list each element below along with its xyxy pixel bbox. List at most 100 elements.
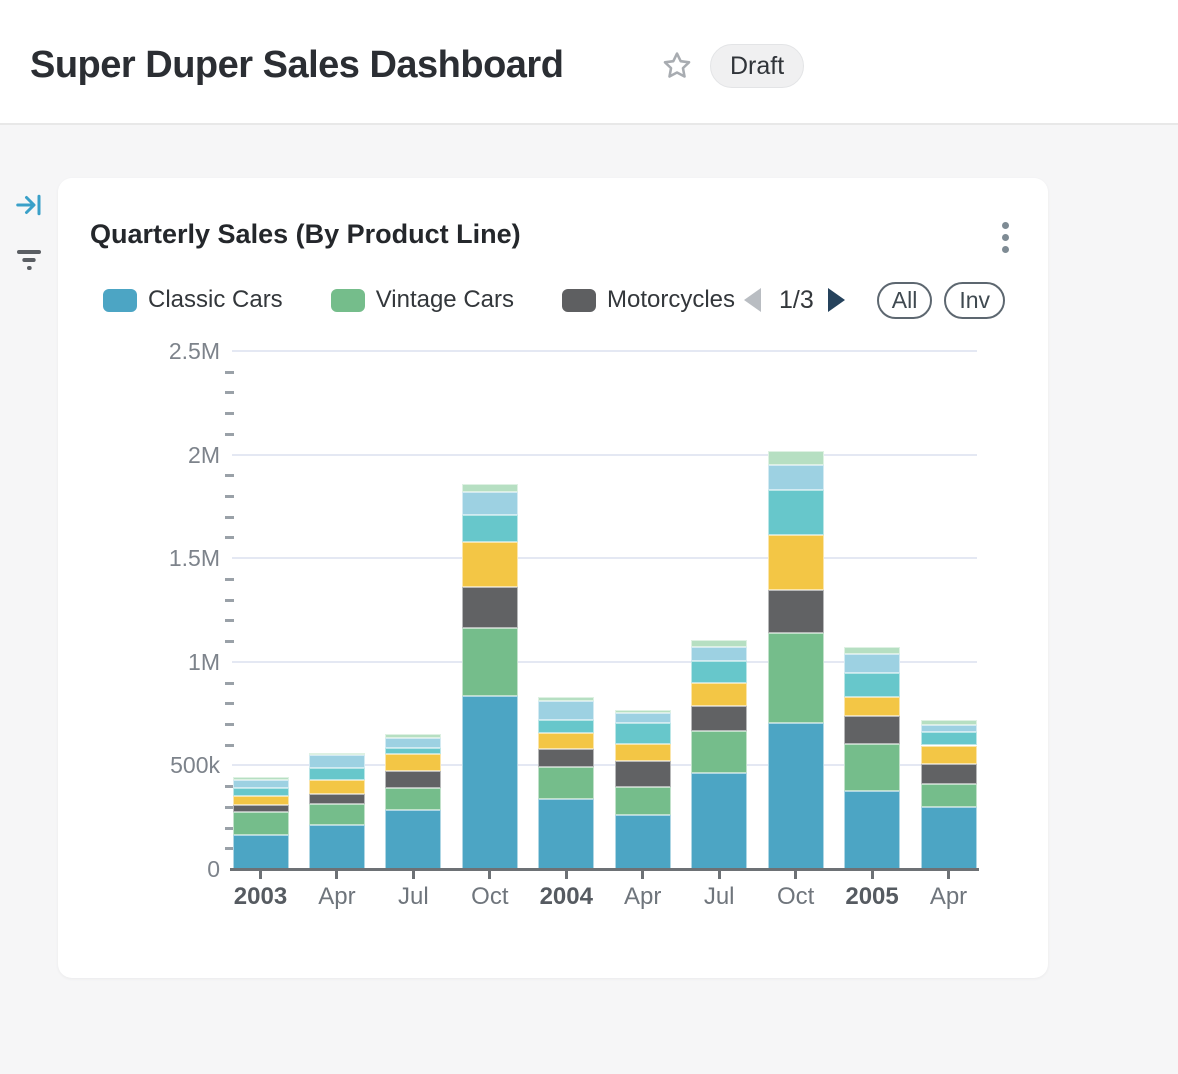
filter-icon[interactable]	[12, 241, 46, 275]
bar-segment[interactable]	[691, 661, 748, 683]
bar-segment[interactable]	[232, 779, 289, 788]
bar-segment[interactable]	[614, 787, 671, 815]
y-minor-tick	[225, 391, 234, 395]
bar-segment[interactable]	[538, 701, 595, 720]
x-axis-tick	[411, 871, 415, 879]
bar-segment[interactable]	[691, 639, 748, 647]
bar-segment[interactable]	[844, 653, 901, 673]
bar-segment[interactable]	[691, 772, 748, 869]
legend-next-arrow-icon[interactable]	[827, 288, 845, 312]
y-minor-tick	[225, 515, 234, 519]
legend-item[interactable]: Vintage Cars	[330, 286, 514, 314]
bar-segment[interactable]	[538, 799, 595, 869]
stacked-bar-chart: 0 500k 1M 1.5M 2M 2.5M 2003 Apr Jul Oct 2004 Apr Jul…	[169, 338, 979, 910]
bar-segment[interactable]	[920, 763, 977, 785]
bar-segment[interactable]	[538, 696, 595, 702]
bar-segment[interactable]	[308, 780, 365, 795]
bar-segment[interactable]	[308, 825, 365, 869]
bar-segment[interactable]	[232, 787, 289, 797]
bar-segment[interactable]	[767, 534, 824, 590]
bar-segment[interactable]	[461, 696, 518, 869]
bar-segment[interactable]	[308, 752, 365, 756]
bar-segment[interactable]	[614, 709, 671, 714]
legend-item[interactable]: Motorcycles	[562, 286, 735, 314]
bar-segment[interactable]	[461, 627, 518, 697]
bar-segment[interactable]	[538, 720, 595, 734]
bar-segment[interactable]	[461, 515, 518, 543]
bar-segment[interactable]	[614, 760, 671, 788]
bar-segment[interactable]	[461, 587, 518, 628]
legend-page-indicator: 1/3	[778, 285, 814, 314]
bar-segment[interactable]	[308, 794, 365, 805]
bar-segment[interactable]	[232, 834, 289, 869]
bar-segment[interactable]	[920, 720, 977, 726]
bar-segment[interactable]	[308, 767, 365, 781]
bar-segment[interactable]	[614, 814, 671, 869]
y-minor-tick	[225, 598, 234, 602]
x-axis-tick	[488, 871, 492, 879]
x-axis-label: 2003	[233, 883, 288, 910]
bar-segment[interactable]	[767, 632, 824, 724]
bar-segment[interactable]	[232, 812, 289, 835]
bar-segment[interactable]	[385, 753, 442, 771]
bar-segment[interactable]	[691, 682, 748, 706]
legend-prev-arrow-icon[interactable]	[743, 288, 761, 312]
x-axis-tick	[947, 871, 950, 879]
bar-segment[interactable]	[461, 484, 518, 492]
bar-segment[interactable]	[920, 806, 977, 869]
x-axis-label: 2004	[539, 883, 593, 910]
bar-segment[interactable]	[232, 796, 289, 805]
bar-segment[interactable]	[691, 646, 748, 662]
favorite-star-icon[interactable]	[660, 49, 694, 83]
bar-segment[interactable]	[461, 491, 518, 516]
bar-segment[interactable]	[767, 464, 824, 491]
bar-segment[interactable]	[385, 809, 442, 869]
bar-segment[interactable]	[385, 787, 442, 810]
bar-segment[interactable]	[920, 784, 977, 807]
bar-segment[interactable]	[920, 725, 977, 733]
bar-segment[interactable]	[844, 697, 901, 716]
bar-segment[interactable]	[461, 542, 518, 587]
all-button[interactable]: All	[876, 281, 933, 319]
bar-segment[interactable]	[538, 748, 595, 768]
bar-segment[interactable]	[767, 451, 824, 465]
bar-segment[interactable]	[232, 804, 289, 812]
bar-segment[interactable]	[920, 745, 977, 764]
bar-segment[interactable]	[308, 804, 365, 826]
bar-segment[interactable]	[767, 723, 824, 869]
bar-segment[interactable]	[844, 715, 901, 744]
y-axis-label: 2M	[188, 441, 220, 468]
bar-segment[interactable]	[920, 732, 977, 746]
legend-item[interactable]: Classic Cars	[103, 286, 283, 314]
bar-segment[interactable]	[844, 647, 901, 654]
bar-segment[interactable]	[691, 731, 748, 773]
bar-segment[interactable]	[767, 490, 824, 535]
inv-button[interactable]: Inv	[944, 281, 1005, 319]
kebab-menu-icon[interactable]	[994, 216, 1016, 258]
bar-segment[interactable]	[385, 737, 442, 748]
bar-segment[interactable]	[844, 672, 901, 697]
bar-segment[interactable]	[614, 723, 671, 745]
bar-segment[interactable]	[691, 705, 748, 732]
y-axis-label: 500k	[170, 752, 220, 779]
y-minor-tick	[225, 370, 234, 374]
collapse-panel-icon[interactable]	[12, 188, 46, 222]
x-axis-label: Jul	[703, 883, 735, 910]
x-axis-label: Apr	[624, 883, 662, 910]
y-gridline	[232, 453, 977, 456]
bar-segment[interactable]	[844, 743, 901, 792]
y-minor-tick	[225, 495, 234, 499]
bar-segment[interactable]	[385, 734, 442, 738]
bar-segment[interactable]	[385, 770, 442, 788]
x-axis-label: Oct	[776, 883, 815, 910]
bar-segment[interactable]	[844, 791, 901, 869]
bar-segment[interactable]	[308, 755, 365, 768]
y-minor-tick	[225, 722, 234, 726]
bar-segment[interactable]	[767, 589, 824, 633]
bar-segment[interactable]	[538, 733, 595, 749]
bar-segment[interactable]	[232, 777, 289, 780]
bar-segment[interactable]	[538, 767, 595, 800]
bar-segment[interactable]	[614, 744, 671, 761]
bar-segment[interactable]	[614, 713, 671, 724]
bar-segment[interactable]	[385, 747, 442, 754]
